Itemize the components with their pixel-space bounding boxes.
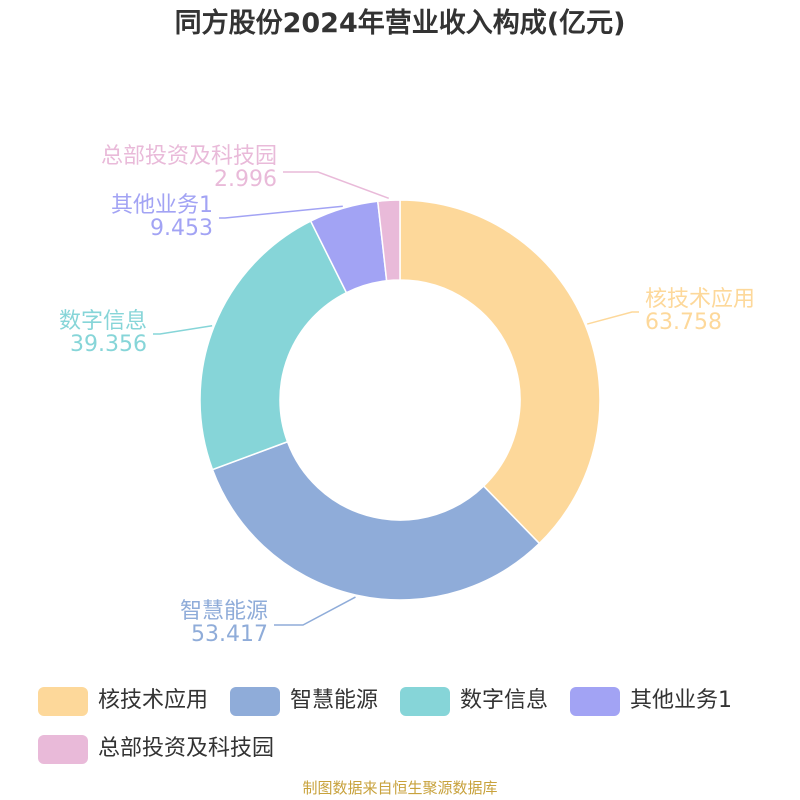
- chart-title: 同方股份2024年营业收入构成(亿元): [174, 8, 626, 39]
- legend-item[interactable]: 其他业务1: [570, 686, 732, 716]
- donut-slice: [199, 220, 348, 471]
- leader-line: [153, 325, 213, 335]
- slice-value-label: 2.996: [214, 167, 277, 192]
- slice-name-label: 核技术应用: [645, 287, 755, 312]
- leader-line: [219, 205, 343, 219]
- slice-value-label: 53.417: [191, 622, 268, 647]
- legend-item[interactable]: 智慧能源: [230, 686, 378, 716]
- slice-name-label: 智慧能源: [180, 599, 268, 624]
- legend-swatch: [38, 734, 88, 764]
- donut-slice: [376, 199, 401, 282]
- donut-slice: [399, 199, 601, 545]
- slice-value-label: 9.453: [150, 216, 213, 241]
- slice-name-label: 总部投资及科技园: [101, 144, 277, 169]
- legend-label: 智慧能源: [290, 688, 379, 713]
- leader-line: [586, 311, 639, 325]
- legend-swatch: [400, 686, 451, 716]
- leader-line: [274, 596, 356, 626]
- legend-item[interactable]: 核技术应用: [38, 686, 208, 716]
- legend-label: 数字信息: [460, 688, 549, 713]
- legend-item[interactable]: 总部投资及科技园: [38, 734, 274, 764]
- chart-legend: 核技术应用 智慧能源 数字信息 其他业务1 总部投资及科技园: [38, 686, 778, 764]
- legend-swatch: [570, 686, 621, 716]
- legend-swatch: [38, 686, 88, 716]
- slice-name-label: 其他业务1: [111, 193, 213, 218]
- legend-swatch: [230, 686, 281, 716]
- data-source-note: 制图数据来自恒生聚源数据库: [302, 779, 498, 797]
- legend-label: 其他业务1: [630, 688, 733, 713]
- leader-line: [283, 171, 390, 200]
- slice-name-label: 数字信息: [59, 309, 147, 334]
- donut-slice: [211, 440, 541, 601]
- slice-value-label: 39.356: [70, 332, 147, 357]
- legend-label: 总部投资及科技园: [98, 736, 275, 761]
- legend-label: 核技术应用: [98, 688, 209, 713]
- legend-item[interactable]: 数字信息: [400, 686, 548, 716]
- slice-value-label: 63.758: [645, 310, 722, 335]
